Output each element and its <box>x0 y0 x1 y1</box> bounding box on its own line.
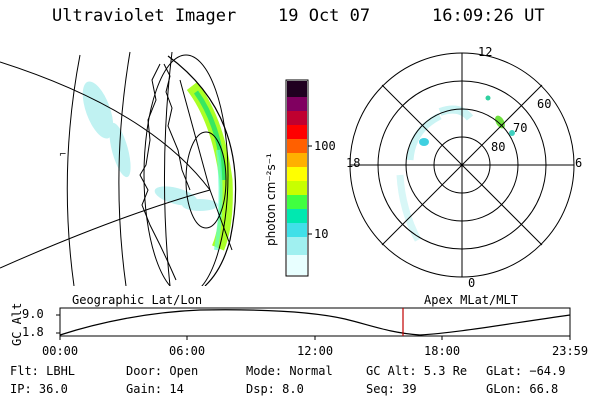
status-flt: Flt: LBHL <box>10 364 76 378</box>
status-seq: Seq: 39 <box>366 382 417 396</box>
status-mode: Mode: Normal <box>246 364 333 378</box>
time-tick-0000: 00:00 <box>42 344 79 358</box>
status-glat: GLat: −64.9 <box>486 364 566 378</box>
colorbar <box>285 79 312 277</box>
status-gain: Gain: 14 <box>126 382 184 396</box>
mlt-label-6: 6 <box>575 156 583 170</box>
altitude-plot <box>56 307 571 340</box>
observation-time: 16:09:26 UT <box>432 6 545 26</box>
geographic-map: ⌐ <box>0 51 237 286</box>
map-coastline <box>139 63 191 281</box>
mlt-label-0: 0 <box>468 276 476 290</box>
polar-uv-emission <box>396 95 515 242</box>
time-tick-2359: 23:59 <box>552 344 589 358</box>
alt-tick-9: 9.0 <box>22 307 44 321</box>
apex-label: Apex MLat/MLT <box>424 293 518 307</box>
lat-label-60: 60 <box>537 97 552 111</box>
alt-tick-1-8: 1.8 <box>22 325 44 339</box>
time-tick-1800: 18:00 <box>424 344 461 358</box>
colorbar-tick-100: 100 <box>314 139 336 153</box>
time-tick-0600: 06:00 <box>169 344 206 358</box>
polar-plot <box>349 52 575 278</box>
lat-label-80: 80 <box>491 140 506 154</box>
geographic-label: Geographic Lat/Lon <box>72 293 203 307</box>
instrument-title: Ultraviolet Imager <box>52 6 237 26</box>
status-gc-alt: GC Alt: 5.3 Re <box>366 364 468 378</box>
status-dsp: Dsp: 8.0 <box>246 382 304 396</box>
status-door: Door: Open <box>126 364 199 378</box>
altitude-curve <box>59 309 571 336</box>
status-ip: IP: 36.0 <box>10 382 68 396</box>
status-glon: GLon: 66.8 <box>486 382 559 396</box>
map-small-mark: ⌐ <box>59 150 67 160</box>
colorbar-unit-label: photon cm⁻²s⁻¹ <box>264 153 278 246</box>
observation-date: 19 Oct 07 <box>278 6 371 26</box>
earth-limb <box>167 55 237 286</box>
colorbar-tick-10: 10 <box>314 227 329 241</box>
time-tick-1200: 12:00 <box>297 344 334 358</box>
lat-label-70: 70 <box>513 121 528 135</box>
mlt-label-18: 18 <box>346 156 361 170</box>
mlt-label-12: 12 <box>478 45 493 59</box>
map-graticule <box>0 51 233 286</box>
